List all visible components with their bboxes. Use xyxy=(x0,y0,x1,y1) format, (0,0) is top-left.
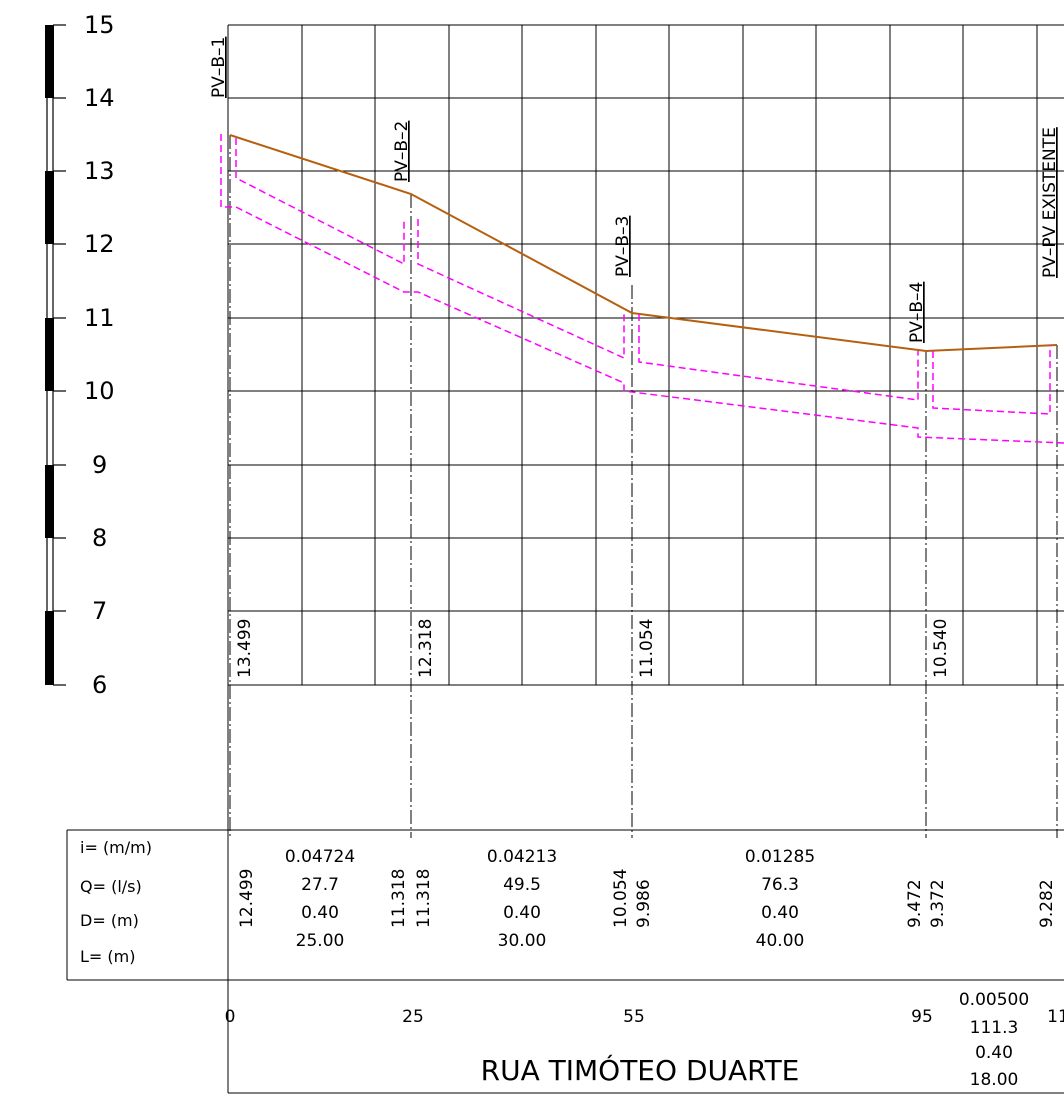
station-label: 25 xyxy=(402,1007,424,1027)
station-label: 55 xyxy=(623,1007,645,1027)
invert-elevation: 9.986 xyxy=(634,879,654,928)
ground-elevation-value: 13.499 xyxy=(235,619,255,678)
invert-elevation: 12.499 xyxy=(237,869,257,928)
ground-elevation-value: 12.318 xyxy=(416,619,436,678)
scale-tick-label: 12 xyxy=(84,230,115,258)
manhole-label: PV–B–3 xyxy=(613,216,633,277)
manhole-label: PV–B–1 xyxy=(209,37,229,98)
manhole-labels: PV–B–1 PV–B–2 PV–B–3 PV–B–4 PV–PV EXISTE… xyxy=(209,37,1060,343)
invert-elevation: 9.472 xyxy=(905,879,925,928)
scale-tick-label: 14 xyxy=(84,84,115,112)
invert-elevation: 9.372 xyxy=(928,879,948,928)
ground-profile-line xyxy=(229,134,1058,353)
flow-value: 76.3 xyxy=(761,875,799,895)
ground-elevation-value: 10.540 xyxy=(931,619,951,678)
diameter-value: 0.40 xyxy=(975,1043,1013,1063)
slope-value: 0.04213 xyxy=(487,847,557,867)
table-row-label: Q= (l/s) xyxy=(80,877,142,896)
table-row-label: L= (m) xyxy=(80,947,135,966)
invert-elevation: 11.318 xyxy=(389,869,409,928)
hydraulic-table: i= (m/m) Q= (l/s) D= (m) L= (m) 0.04724 … xyxy=(66,829,1064,1094)
flow-value: 111.3 xyxy=(970,1018,1019,1038)
street-name: RUA TIMÓTEO DUARTE xyxy=(481,1053,800,1087)
length-value: 30.00 xyxy=(498,931,547,951)
length-value: 25.00 xyxy=(296,931,345,951)
slope-value: 0.04724 xyxy=(285,847,355,867)
ground-elevation-value: 11.054 xyxy=(637,619,657,678)
scale-tick-label: 13 xyxy=(84,157,115,185)
invert-elevation: 10.054 xyxy=(611,869,631,928)
elevation-scale: 15 14 13 12 11 10 9 8 7 6 xyxy=(45,11,115,699)
flow-value: 27.7 xyxy=(301,875,339,895)
diameter-value: 0.40 xyxy=(301,903,339,923)
slope-value: 0.00500 xyxy=(959,990,1029,1010)
scale-tick-label: 15 xyxy=(84,11,115,39)
station-label: 0 xyxy=(225,1007,236,1027)
scale-tick-label: 8 xyxy=(92,524,107,552)
manhole-label: PV–PV EXISTENTE xyxy=(1040,127,1060,278)
station-lines xyxy=(229,135,1058,838)
manhole-label: PV–B–2 xyxy=(392,121,412,182)
scale-tick-label: 6 xyxy=(92,671,107,699)
diameter-value: 0.40 xyxy=(761,903,799,923)
profile-grid xyxy=(227,24,1064,1093)
slope-value: 0.01285 xyxy=(745,847,815,867)
length-value: 40.00 xyxy=(756,931,805,951)
manhole-label: PV–B–4 xyxy=(907,282,927,343)
diameter-value: 0.40 xyxy=(503,903,541,923)
flow-value: 49.5 xyxy=(503,875,541,895)
station-label: 95 xyxy=(911,1007,933,1027)
scale-tick-label: 7 xyxy=(92,597,107,625)
scale-tick-label: 9 xyxy=(92,451,107,479)
table-row-label: i= (m/m) xyxy=(80,838,152,857)
invert-elevation: 11.318 xyxy=(414,869,434,928)
scale-tick-label: 10 xyxy=(84,377,115,405)
pipe-profile xyxy=(220,134,1064,444)
scale-tick-label: 11 xyxy=(84,304,115,332)
invert-elevation: 9.282 xyxy=(1037,879,1057,928)
station-label: 11 xyxy=(1047,1007,1064,1027)
table-row-label: D= (m) xyxy=(80,911,139,930)
length-value: 18.00 xyxy=(970,1070,1019,1090)
ground-elevations: 13.499 12.318 11.054 10.540 xyxy=(235,619,951,678)
